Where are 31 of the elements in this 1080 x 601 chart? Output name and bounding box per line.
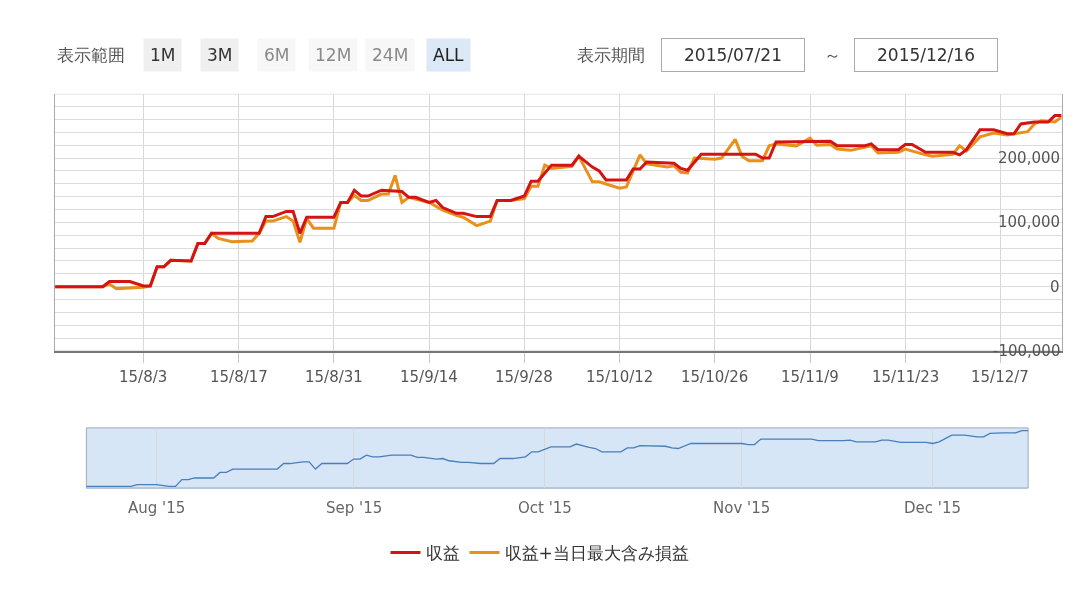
legend-label: 収益 (425, 543, 460, 564)
x-tick-label: 15/9/14 (400, 368, 458, 386)
x-tick-label: Dec '15 (904, 499, 962, 517)
x-tick-label: 15/10/26 (681, 368, 749, 386)
x-tick-label: 15/9/28 (495, 368, 553, 386)
text: 6M (264, 45, 290, 65)
x-tick-label: 15/11/9 (781, 368, 839, 386)
x-tick-label: 15/10/12 (586, 368, 654, 386)
text: 2015/07/21 (684, 45, 782, 65)
x-tick-label: 15/11/23 (872, 368, 940, 386)
text: 1M (150, 45, 176, 65)
text: 3M (207, 45, 233, 65)
text: 表示期間 (577, 45, 645, 65)
x-tick-label: 15/12/7 (971, 368, 1029, 386)
text: ALL (433, 45, 465, 65)
text: ～ (824, 45, 841, 65)
x-tick-label: Sep '15 (326, 499, 383, 517)
x-tick-label: Aug '15 (128, 499, 186, 517)
legend-label: 収益+当日最大含み損益 (504, 543, 689, 564)
text: 2015/12/16 (877, 45, 975, 65)
text: 表示範囲 (57, 45, 125, 65)
x-tick-label: 15/8/17 (210, 368, 268, 386)
x-tick-label: Oct '15 (518, 499, 572, 517)
x-tick-label: Nov '15 (713, 499, 771, 517)
y-tick-label: 200,000 (998, 149, 1061, 167)
x-tick-label: 15/8/31 (305, 368, 363, 386)
text: 24M (372, 45, 409, 65)
y-tick-label: 0 (1050, 278, 1060, 296)
text: 12M (315, 45, 352, 65)
x-tick-label: 15/8/3 (119, 368, 168, 386)
y-tick-label: 100,000 (998, 213, 1061, 231)
